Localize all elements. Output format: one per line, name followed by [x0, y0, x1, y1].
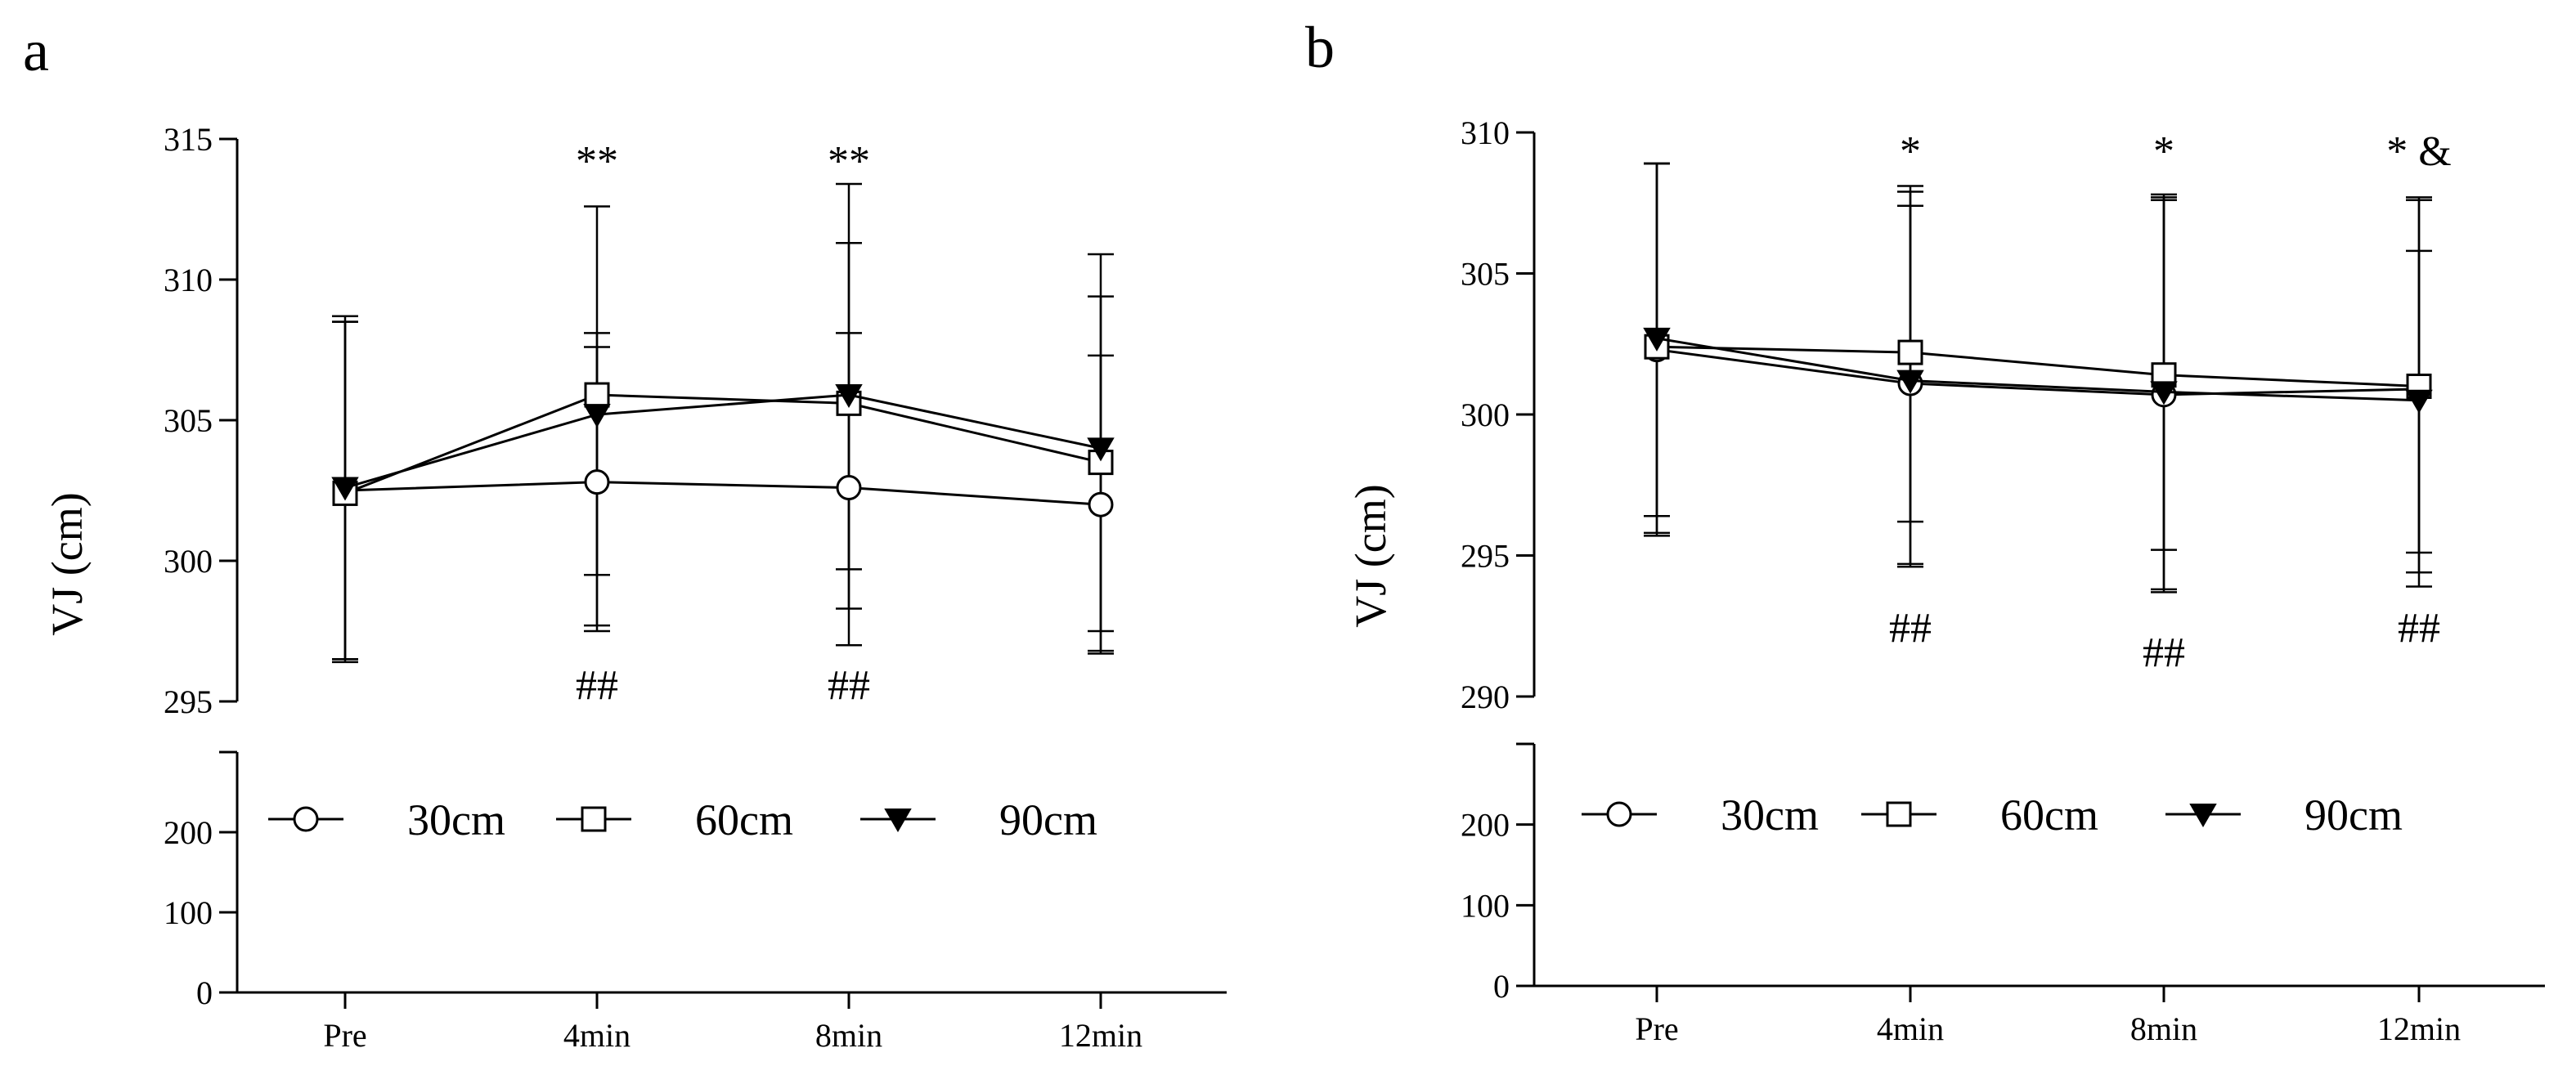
point-30cm-12min	[1088, 491, 1114, 517]
series-90cm	[1643, 327, 2433, 414]
legend-label-60cm: 60cm	[695, 795, 793, 844]
panel-b: b VJ (cm) 290 295 300 305 310 0 100 200 Pre 4min 8mi…	[1305, 15, 2545, 1047]
significance-below: ##	[2398, 605, 2440, 652]
series-line-30cm	[1656, 348, 2420, 396]
legend: 30cm 60cm 90cm	[1582, 791, 2403, 840]
significance-below: ##	[828, 662, 870, 709]
error-bars-60cm	[1644, 162, 2432, 574]
x-tick-label: 12min	[2377, 1010, 2461, 1047]
significance-above: **	[828, 138, 870, 185]
point-30cm-8min	[836, 475, 862, 501]
y-tick-label: 295	[164, 683, 213, 720]
y-tick-label: 0	[1493, 968, 1510, 1005]
point-90cm-8min	[2150, 381, 2178, 405]
series-30cm	[332, 469, 1114, 517]
legend-label-30cm: 30cm	[407, 795, 505, 844]
significance-above: **	[576, 138, 618, 185]
point-90cm-Pre	[1643, 327, 1671, 352]
point-60cm-4min	[1897, 339, 1923, 365]
panel-label-a: a	[23, 18, 49, 83]
legend-label-60cm: 60cm	[2000, 791, 2098, 840]
legend-marker-90cm	[2189, 804, 2217, 828]
point-90cm-Pre	[331, 477, 359, 501]
y-tick-label: 295	[1461, 538, 1510, 575]
x-tick-label: 4min	[1877, 1010, 1944, 1047]
significance-below: ##	[576, 662, 618, 709]
y-tick-label: 0	[196, 974, 213, 1011]
significance-above: * &	[2386, 128, 2451, 175]
x-tick-label: 12min	[1059, 1017, 1142, 1054]
series-line-90cm	[1656, 337, 2420, 402]
legend-marker-30cm	[293, 806, 319, 832]
series-line-90cm	[344, 393, 1102, 490]
point-90cm-4min	[583, 404, 611, 428]
series-line-30cm	[344, 481, 1102, 506]
y-tick-label: 200	[1461, 807, 1510, 844]
y-axis-label: VJ (cm)	[43, 492, 92, 635]
y-tick-label: 100	[164, 894, 213, 931]
y-tick-label: 290	[1461, 679, 1510, 715]
point-90cm-12min	[1087, 437, 1115, 462]
point-30cm-4min	[584, 469, 610, 495]
y-tick-label: 100	[1461, 887, 1510, 924]
y-tick-label: 300	[1461, 396, 1510, 433]
significance-above: *	[2153, 128, 2174, 175]
series-line-60cm	[344, 393, 1102, 495]
x-tick-label: 8min	[815, 1017, 882, 1054]
y-tick-label: 310	[1461, 114, 1510, 151]
error-bars-30cm	[1644, 162, 2432, 591]
panel-label-b: b	[1305, 15, 1335, 80]
error-bars-90cm	[1644, 162, 2432, 594]
y-tick-label: 305	[1461, 256, 1510, 293]
legend-label-90cm: 90cm	[2304, 791, 2403, 840]
series-line-60cm	[1656, 345, 2420, 387]
legend: 30cm 60cm 90cm	[268, 795, 1097, 844]
error-bars-30cm	[332, 242, 1114, 661]
legend-marker-60cm	[581, 806, 607, 832]
point-90cm-12min	[2405, 389, 2433, 414]
x-tick-label: 8min	[2130, 1010, 2197, 1047]
legend-label-90cm: 90cm	[999, 795, 1097, 844]
y-tick-label: 310	[164, 262, 213, 298]
significance-below: ##	[1889, 605, 1932, 652]
y-tick-label: 315	[164, 121, 213, 158]
panel-a: a VJ (cm) 295 300 305 310 315 0 100 200 Pre 4min 8mi…	[23, 18, 1227, 1054]
point-60cm-4min	[584, 382, 610, 408]
significance-above: *	[1900, 128, 1921, 175]
error-bars-60cm	[332, 182, 1114, 661]
point-90cm-4min	[1896, 370, 1924, 394]
y-tick-label: 305	[164, 402, 213, 439]
error-bars-90cm	[332, 205, 1114, 664]
point-90cm-8min	[835, 384, 863, 409]
legend-marker-30cm	[1606, 801, 1632, 827]
y-tick-label: 200	[164, 814, 213, 851]
x-tick-label: Pre	[1635, 1010, 1678, 1047]
x-tick-label: 4min	[563, 1017, 631, 1054]
series-90cm	[331, 384, 1115, 501]
y-axis-label: VJ (cm)	[1346, 484, 1395, 627]
legend-label-30cm: 30cm	[1721, 791, 1819, 840]
significance-below: ##	[2143, 629, 2185, 676]
y-tick-label: 300	[164, 543, 213, 580]
legend-marker-90cm	[884, 809, 912, 833]
x-tick-label: Pre	[323, 1017, 366, 1054]
legend-marker-60cm	[1886, 801, 1912, 827]
